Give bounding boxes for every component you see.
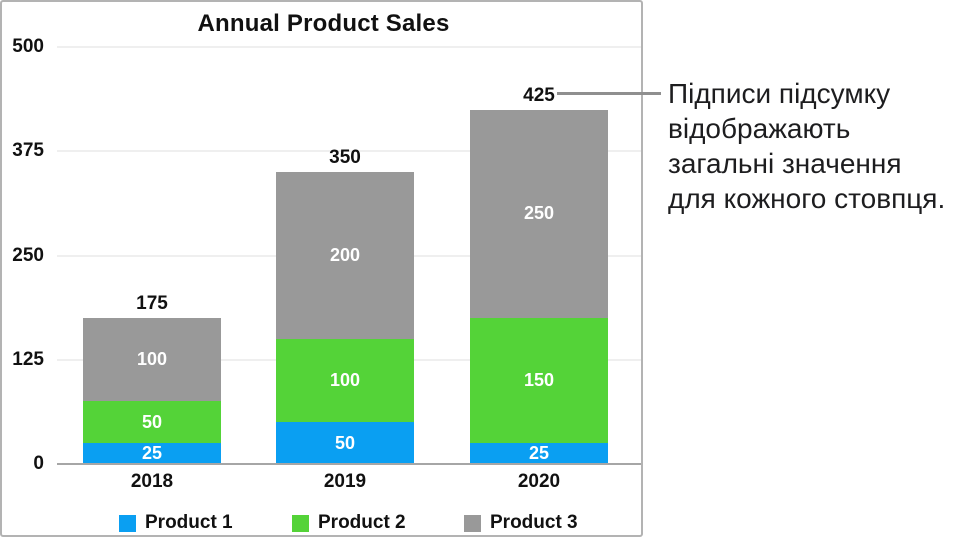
segment-value-label: 100 <box>329 370 361 391</box>
segment-value-label: 150 <box>523 370 555 391</box>
annotation-text: Підписи підсумку відображають загальні з… <box>668 76 968 216</box>
legend-label-product-3: Product 3 <box>490 512 578 533</box>
segment-2020-product-1: 25 <box>470 443 608 464</box>
chart-legend: Product 1 Product 2 Product 3 <box>2 505 645 535</box>
legend-swatch-product-3 <box>464 514 481 532</box>
total-label-2019: 350 <box>329 147 361 169</box>
annotation-line: загальні значення <box>668 148 902 179</box>
segment-value-label: 50 <box>141 411 163 432</box>
x-tick-label-2018: 2018 <box>130 471 174 492</box>
segment-value-label: 25 <box>141 443 163 464</box>
gridline-500 <box>57 46 641 48</box>
segment-2018-product-1: 25 <box>83 443 221 464</box>
y-tick-label-125: 125 <box>12 348 44 370</box>
legend-item-product-1: Product 1 <box>119 509 233 537</box>
segment-value-label: 250 <box>523 203 555 224</box>
segment-2020-product-3: 250 <box>470 109 608 319</box>
annotation-line: Підписи підсумку <box>668 78 891 109</box>
segment-2019-product-1: 50 <box>276 422 414 464</box>
callout-line <box>557 92 661 95</box>
legend-swatch-product-2 <box>292 514 309 532</box>
segment-2019-product-3: 200 <box>276 172 414 339</box>
y-tick-label-0: 0 <box>33 453 44 474</box>
total-label-2018: 175 <box>136 293 168 315</box>
segment-value-label: 200 <box>329 244 361 265</box>
segment-2019-product-2: 100 <box>276 338 414 423</box>
segment-2018-product-3: 100 <box>83 318 221 402</box>
y-tick-label-500: 500 <box>12 36 44 57</box>
annotation-line: для кожного стовпця. <box>668 183 946 214</box>
segment-value-label: 25 <box>528 443 550 464</box>
chart-panel: Annual Product Sales 0 125 250 375 500 25 50 10… <box>0 0 643 537</box>
annotation-line: відображають <box>668 113 851 144</box>
legend-label-product-2: Product 2 <box>318 512 406 533</box>
gridline-375 <box>57 150 641 153</box>
chart-title: Annual Product Sales <box>197 10 450 37</box>
segment-2018-product-2: 50 <box>83 401 221 444</box>
x-tick-label-2019: 2019 <box>323 471 367 492</box>
segment-value-label: 100 <box>136 349 168 370</box>
legend-label-product-1: Product 1 <box>145 512 233 533</box>
x-tick-label-2020: 2020 <box>517 471 561 492</box>
segment-2020-product-2: 150 <box>470 318 608 444</box>
legend-item-product-3: Product 3 <box>464 509 578 537</box>
y-tick-label-250: 250 <box>12 244 44 266</box>
y-tick-label-375: 375 <box>12 140 44 162</box>
segment-value-label: 50 <box>334 432 356 453</box>
legend-swatch-product-1 <box>119 514 136 532</box>
legend-item-product-2: Product 2 <box>292 509 406 537</box>
total-label-2020: 425 <box>523 84 555 106</box>
x-axis-line <box>57 463 641 465</box>
